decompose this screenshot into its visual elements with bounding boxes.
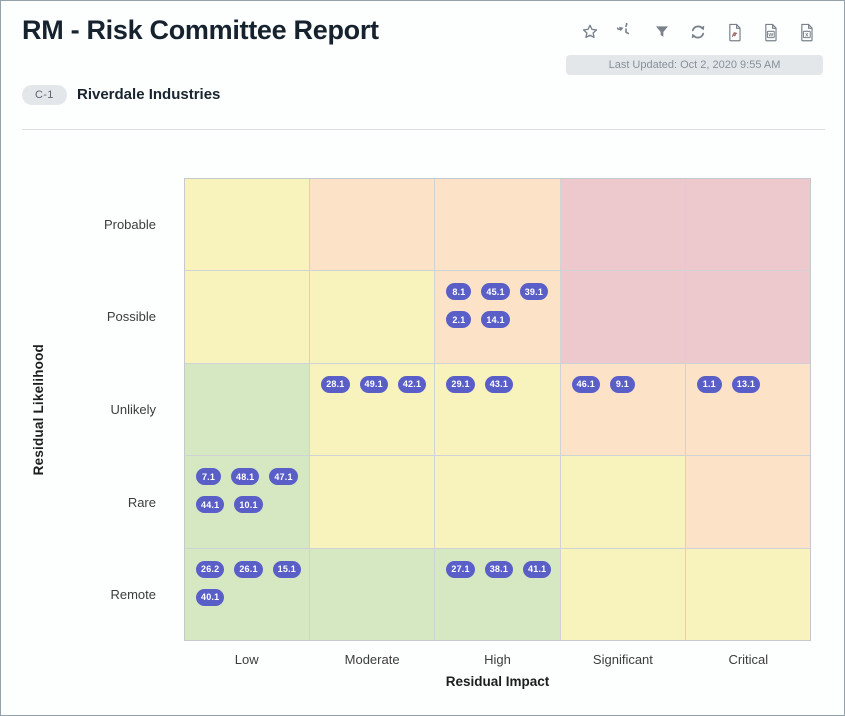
svg-text:w: w [767,32,773,38]
risk-matrix-grid: 8.1 45.1 39.1 2.1 14.1 28.1 49.1 42.1 29.1 43.1 46… [184,178,811,641]
risk-point-badge[interactable]: 7.1 [196,468,221,486]
matrix-cell-rare-moderate [310,456,435,548]
x-category-label: Moderate [344,652,400,667]
x-axis-title: Residual Impact [445,674,550,689]
risk-point-badge[interactable]: 48.1 [231,468,260,486]
toolbar: w x [581,22,815,42]
matrix-cell-possible-low [185,271,310,363]
x-category-label: Low [234,652,259,667]
matrix-cell-probable-critical [685,179,810,271]
x-category-label: High [484,652,511,667]
risk-point-badge[interactable]: 10.1 [234,496,263,514]
export-word-icon[interactable]: w [761,22,779,42]
matrix-cell-unlikely-low [185,363,310,456]
risk-point-badge[interactable]: 26.2 [196,560,225,578]
risk-point-badge[interactable]: 38.1 [484,560,514,578]
risk-point-badge[interactable]: 49.1 [359,375,388,393]
risk-point-badge[interactable]: 13.1 [731,375,761,393]
risk-point-badge[interactable]: 14.1 [481,311,510,329]
header-divider [22,129,825,130]
matrix-cell-rare-low: 7.1 48.1 47.1 44.1 10.1 [185,456,310,548]
history-icon[interactable] [617,22,635,42]
matrix-cell-probable-low [185,179,310,271]
risk-point-badge[interactable]: 44.1 [196,496,225,514]
last-updated-badge: Last Updated: Oct 2, 2020 9:55 AM [566,55,823,75]
matrix-cell-probable-moderate [310,179,435,271]
y-category-label: Possible [106,309,156,325]
filter-icon[interactable] [653,22,671,42]
risk-point-badge[interactable]: 39.1 [519,283,549,301]
report-subject-name: Riverdale Industries [77,86,221,103]
matrix-cell-possible-significant [560,271,685,363]
y-category-label: Rare [127,494,156,510]
risk-point-badge[interactable]: 41.1 [523,560,552,578]
matrix-cell-remote-moderate [310,548,435,640]
refresh-icon[interactable] [689,22,707,42]
risk-point-badge[interactable]: 46.1 [571,375,600,393]
risk-point-badge[interactable]: 28.1 [321,375,350,393]
y-category-label: Probable [103,216,156,232]
matrix-cell-probable-significant [560,179,685,271]
risk-point-badge[interactable]: 9.1 [609,375,635,393]
export-excel-icon[interactable]: x [797,22,815,42]
matrix-cell-unlikely-significant: 46.1 9.1 [560,363,685,456]
matrix-cell-remote-low: 26.2 26.1 15.1 40.1 [185,548,310,640]
matrix-cell-remote-high: 27.1 38.1 41.1 [435,548,560,640]
matrix-cell-possible-moderate [310,271,435,363]
matrix-cell-remote-critical [685,548,810,640]
y-category-label: Unlikely [110,401,156,417]
matrix-cell-rare-high [435,456,560,548]
risk-point-badge[interactable]: 26.1 [234,560,263,578]
x-category-label: Significant [592,652,653,667]
matrix-cell-possible-high: 8.1 45.1 39.1 2.1 14.1 [435,271,560,363]
risk-point-badge[interactable]: 47.1 [269,468,298,486]
x-category-label: Critical [728,652,769,667]
matrix-cell-probable-high [435,179,560,271]
matrix-cell-unlikely-high: 29.1 43.1 [435,363,560,456]
risk-point-badge[interactable]: 42.1 [397,375,427,393]
matrix-cell-possible-critical [685,271,810,363]
y-category-label: Remote [110,587,156,603]
risk-point-badge[interactable]: 8.1 [446,283,472,301]
matrix-cell-unlikely-critical: 1.1 13.1 [685,363,810,456]
y-axis-categories: Probable Possible Unlikely Rare Remote [1,178,170,641]
risk-point-badge[interactable]: 40.1 [196,588,225,606]
risk-point-badge[interactable]: 29.1 [446,375,475,393]
matrix-cell-unlikely-moderate: 28.1 49.1 42.1 [310,363,435,456]
matrix-cell-remote-significant [560,548,685,640]
favorite-star-icon[interactable] [581,22,599,42]
page-title: RM - Risk Committee Report [22,15,379,45]
x-axis-categories: Low Moderate High Significant Critical [184,643,811,667]
matrix-cell-rare-significant [560,456,685,548]
matrix-cell-rare-critical [685,456,810,548]
svg-text:x: x [805,32,809,38]
risk-point-badge[interactable]: 1.1 [696,375,722,393]
risk-point-badge[interactable]: 45.1 [481,283,510,301]
risk-point-badge[interactable]: 15.1 [272,560,301,578]
report-id-badge: C-1 [22,85,67,105]
risk-point-badge[interactable]: 43.1 [484,375,514,393]
risk-point-badge[interactable]: 27.1 [446,560,475,578]
risk-point-badge[interactable]: 2.1 [446,311,472,329]
export-pdf-icon[interactable] [725,22,743,42]
